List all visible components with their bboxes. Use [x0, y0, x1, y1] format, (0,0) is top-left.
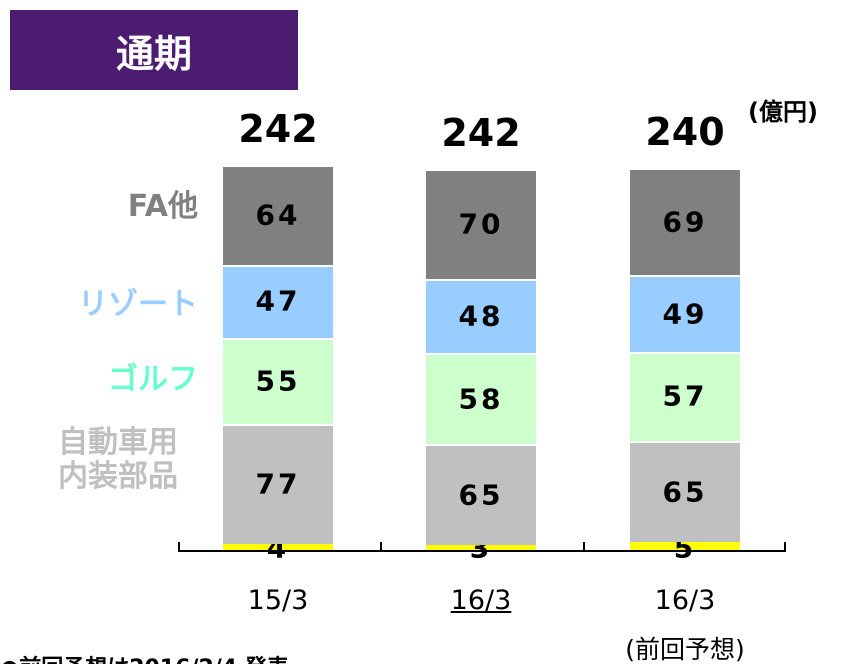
- axis-tick: [583, 542, 585, 552]
- total-label: 240: [645, 109, 725, 154]
- legend-label: リゾート: [78, 287, 198, 322]
- bar-segment: [426, 443, 536, 546]
- value-label: 70: [458, 207, 504, 241]
- value-label: 57: [662, 379, 708, 413]
- bar-segment: [223, 337, 333, 424]
- axis-tick: [784, 542, 786, 552]
- title: 通期: [10, 10, 298, 90]
- bar-segment: [630, 542, 740, 550]
- bar-segment: [630, 440, 740, 543]
- category-label: 16/3: [654, 585, 716, 616]
- value-label: 65: [458, 478, 504, 512]
- bar-segment: [426, 278, 536, 354]
- axis-tick: [380, 542, 382, 552]
- axis-line: [178, 550, 785, 552]
- bar-segment: [223, 423, 333, 544]
- value-label: 77: [255, 467, 301, 501]
- note: ●前回予想は2016/2/4 発表: [0, 650, 289, 664]
- value-label: 58: [458, 382, 504, 416]
- value-label: 47: [255, 284, 301, 318]
- bar-segment: [223, 264, 333, 338]
- bar-segment: [426, 169, 536, 279]
- forecast-label: (前回予想): [625, 635, 745, 664]
- total-label: 242: [238, 106, 318, 151]
- bar-segment: [223, 543, 333, 550]
- bar-segment: [223, 164, 333, 265]
- bar-segment: [630, 167, 740, 276]
- legend-label: 自動車用内装部品: [58, 425, 178, 494]
- value-label: 49: [662, 297, 708, 331]
- bar-segment: [630, 351, 740, 441]
- category-label: 16/3: [450, 585, 512, 616]
- category-label: 15/3: [247, 585, 309, 616]
- value-label: 65: [662, 475, 708, 508]
- value-label: 48: [458, 299, 504, 333]
- value-label: 69: [662, 205, 708, 239]
- bar-segment: [426, 353, 536, 444]
- total-label: 242: [441, 111, 521, 156]
- value-label: 64: [255, 198, 301, 232]
- bar-segment: [630, 275, 740, 352]
- unit: (億円): [748, 98, 818, 126]
- legend-label: FA他: [127, 189, 198, 224]
- legend-label: ゴルフ: [108, 362, 198, 397]
- bar-segment: [426, 545, 536, 550]
- axis-tick: [178, 542, 180, 552]
- value-label: 55: [255, 364, 301, 398]
